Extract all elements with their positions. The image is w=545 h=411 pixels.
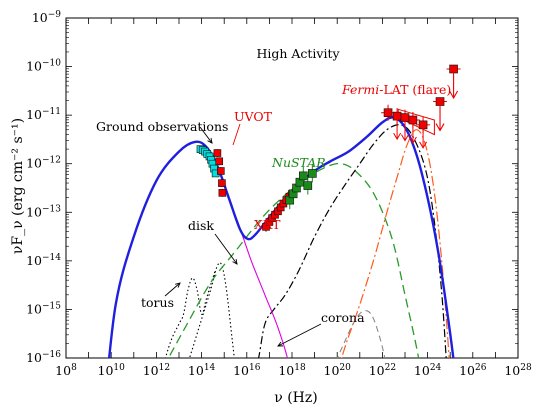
x-tick-label: 1016 xyxy=(233,363,261,378)
y-tick-label: 10−15 xyxy=(26,301,61,316)
chart-title: High Activity xyxy=(256,46,340,61)
y-tick-label: 10−10 xyxy=(26,59,61,74)
fermi-limit-arrow-head xyxy=(401,134,409,142)
ec-corona-curve xyxy=(336,310,386,358)
ground-pointer-arrow-head xyxy=(207,138,213,144)
fermi-limit-arrow-head xyxy=(393,132,402,141)
upper-limit-arrow-head xyxy=(449,90,459,100)
y-tick-label: 10−16 xyxy=(26,350,61,365)
fermi-limit-arrow-head xyxy=(419,141,428,149)
fermi-point xyxy=(383,108,393,118)
uvot-pointer-line xyxy=(232,123,241,146)
torus-blackbody-curve xyxy=(164,270,216,358)
y-tick-label: 10−9 xyxy=(32,10,61,25)
x-tick-label: 1026 xyxy=(459,363,487,378)
torus-pointer-arrow xyxy=(164,282,181,297)
ticks-layer: 108 1010 1012 1014 1016 1018 1020 1022 1024 1026 1… xyxy=(26,10,532,378)
torus-pointer-arrow-head xyxy=(175,282,181,288)
corona-pointer-arrow xyxy=(277,323,322,347)
torus-label: torus xyxy=(141,295,174,310)
uvot-point xyxy=(218,189,227,197)
uvot-point xyxy=(217,167,225,175)
fermi-italic-part: Fermi xyxy=(341,82,379,97)
y-tick-label: 10−12 xyxy=(26,156,61,171)
fermi-limit-arrow-head xyxy=(408,136,417,144)
uvot-point xyxy=(213,149,222,157)
x-tick-label: 1018 xyxy=(278,363,306,378)
disk-blackbody-curve xyxy=(188,262,235,358)
upper-limit-arrow-head xyxy=(435,123,445,132)
corona-label: corona xyxy=(321,310,365,325)
y-tick-label: 10−11 xyxy=(26,107,61,122)
ground-observations-label: Ground observations xyxy=(96,119,228,134)
x-tick-label: 1024 xyxy=(414,363,442,378)
x-tick-label: 1022 xyxy=(369,363,396,378)
nustar-label: NuSTAR xyxy=(271,155,326,170)
x-axis-label: ν (Hz) xyxy=(274,390,317,406)
fermi-rest-part: -LAT (flare) xyxy=(379,82,451,97)
ec-disk-curve xyxy=(257,124,447,358)
uvot-point xyxy=(218,179,226,187)
fermi-lat-label: Fermi-LAT (flare) xyxy=(341,82,451,97)
x-tick-label: 1028 xyxy=(504,363,532,378)
x-tick-label: 108 xyxy=(55,363,77,378)
data-points-layer xyxy=(164,64,461,347)
disk-pointer-arrow-head xyxy=(232,259,238,265)
disk-label: disk xyxy=(188,218,214,233)
nustar-point xyxy=(298,171,308,181)
x-tick-label: 1014 xyxy=(188,363,216,378)
y-tick-label: 10−13 xyxy=(26,204,61,219)
corona-pointer-arrow-head xyxy=(277,341,284,347)
uvot-point xyxy=(215,157,224,166)
disk-pointer-arrow xyxy=(214,233,238,265)
y-axis-label: νF_ν (erg cm⁻² s⁻¹) xyxy=(10,118,26,254)
ground-pointer-arrow xyxy=(199,126,213,144)
x-tick-label: 1020 xyxy=(324,363,352,378)
uvot-label: UVOT xyxy=(234,109,273,124)
nustar-point xyxy=(308,169,317,178)
annotation-layer: High Activity Ground observations UVOT N… xyxy=(10,46,451,406)
x-tick-label: 1010 xyxy=(98,363,126,378)
y-tick-label: 10−14 xyxy=(26,253,61,268)
x-tick-label: 1012 xyxy=(143,363,170,378)
xrt-label: XRT xyxy=(254,217,281,232)
nustar-point xyxy=(303,181,313,190)
